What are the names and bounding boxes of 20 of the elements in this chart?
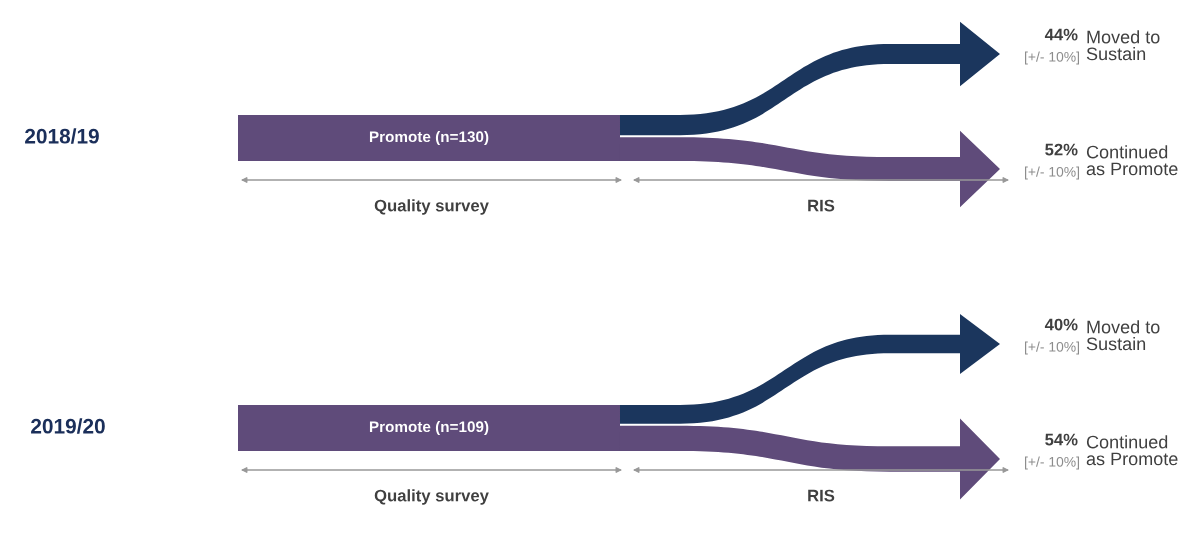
category-label: Moved to Sustain — [1086, 320, 1160, 351]
category-label: Moved to Sustain — [1086, 30, 1160, 61]
text: RIS — [808, 489, 835, 502]
data-label: 44% — [1044, 28, 1078, 41]
text: [+/- 10%] — [1025, 51, 1080, 65]
text: [+/- 10%] — [1025, 456, 1080, 470]
category-label: Continued as Promote — [1086, 145, 1178, 176]
text: Promote (n=109) — [369, 420, 489, 436]
text: [+/- 10%] — [1025, 166, 1080, 180]
text: Quality survey — [374, 489, 489, 505]
text: Quality survey — [374, 199, 489, 215]
text: [+/- 10%] — [1025, 341, 1080, 355]
category-label: Continued as Promote — [1086, 435, 1178, 466]
text: 2019/20 — [31, 418, 105, 434]
data-label: 40% — [1044, 318, 1078, 331]
text: 2018/19 — [25, 128, 99, 144]
text: Promote (n=130) — [369, 130, 489, 146]
text: RIS — [808, 199, 835, 212]
data-label: 52% — [1045, 143, 1078, 156]
data-label: 54% — [1045, 433, 1078, 446]
